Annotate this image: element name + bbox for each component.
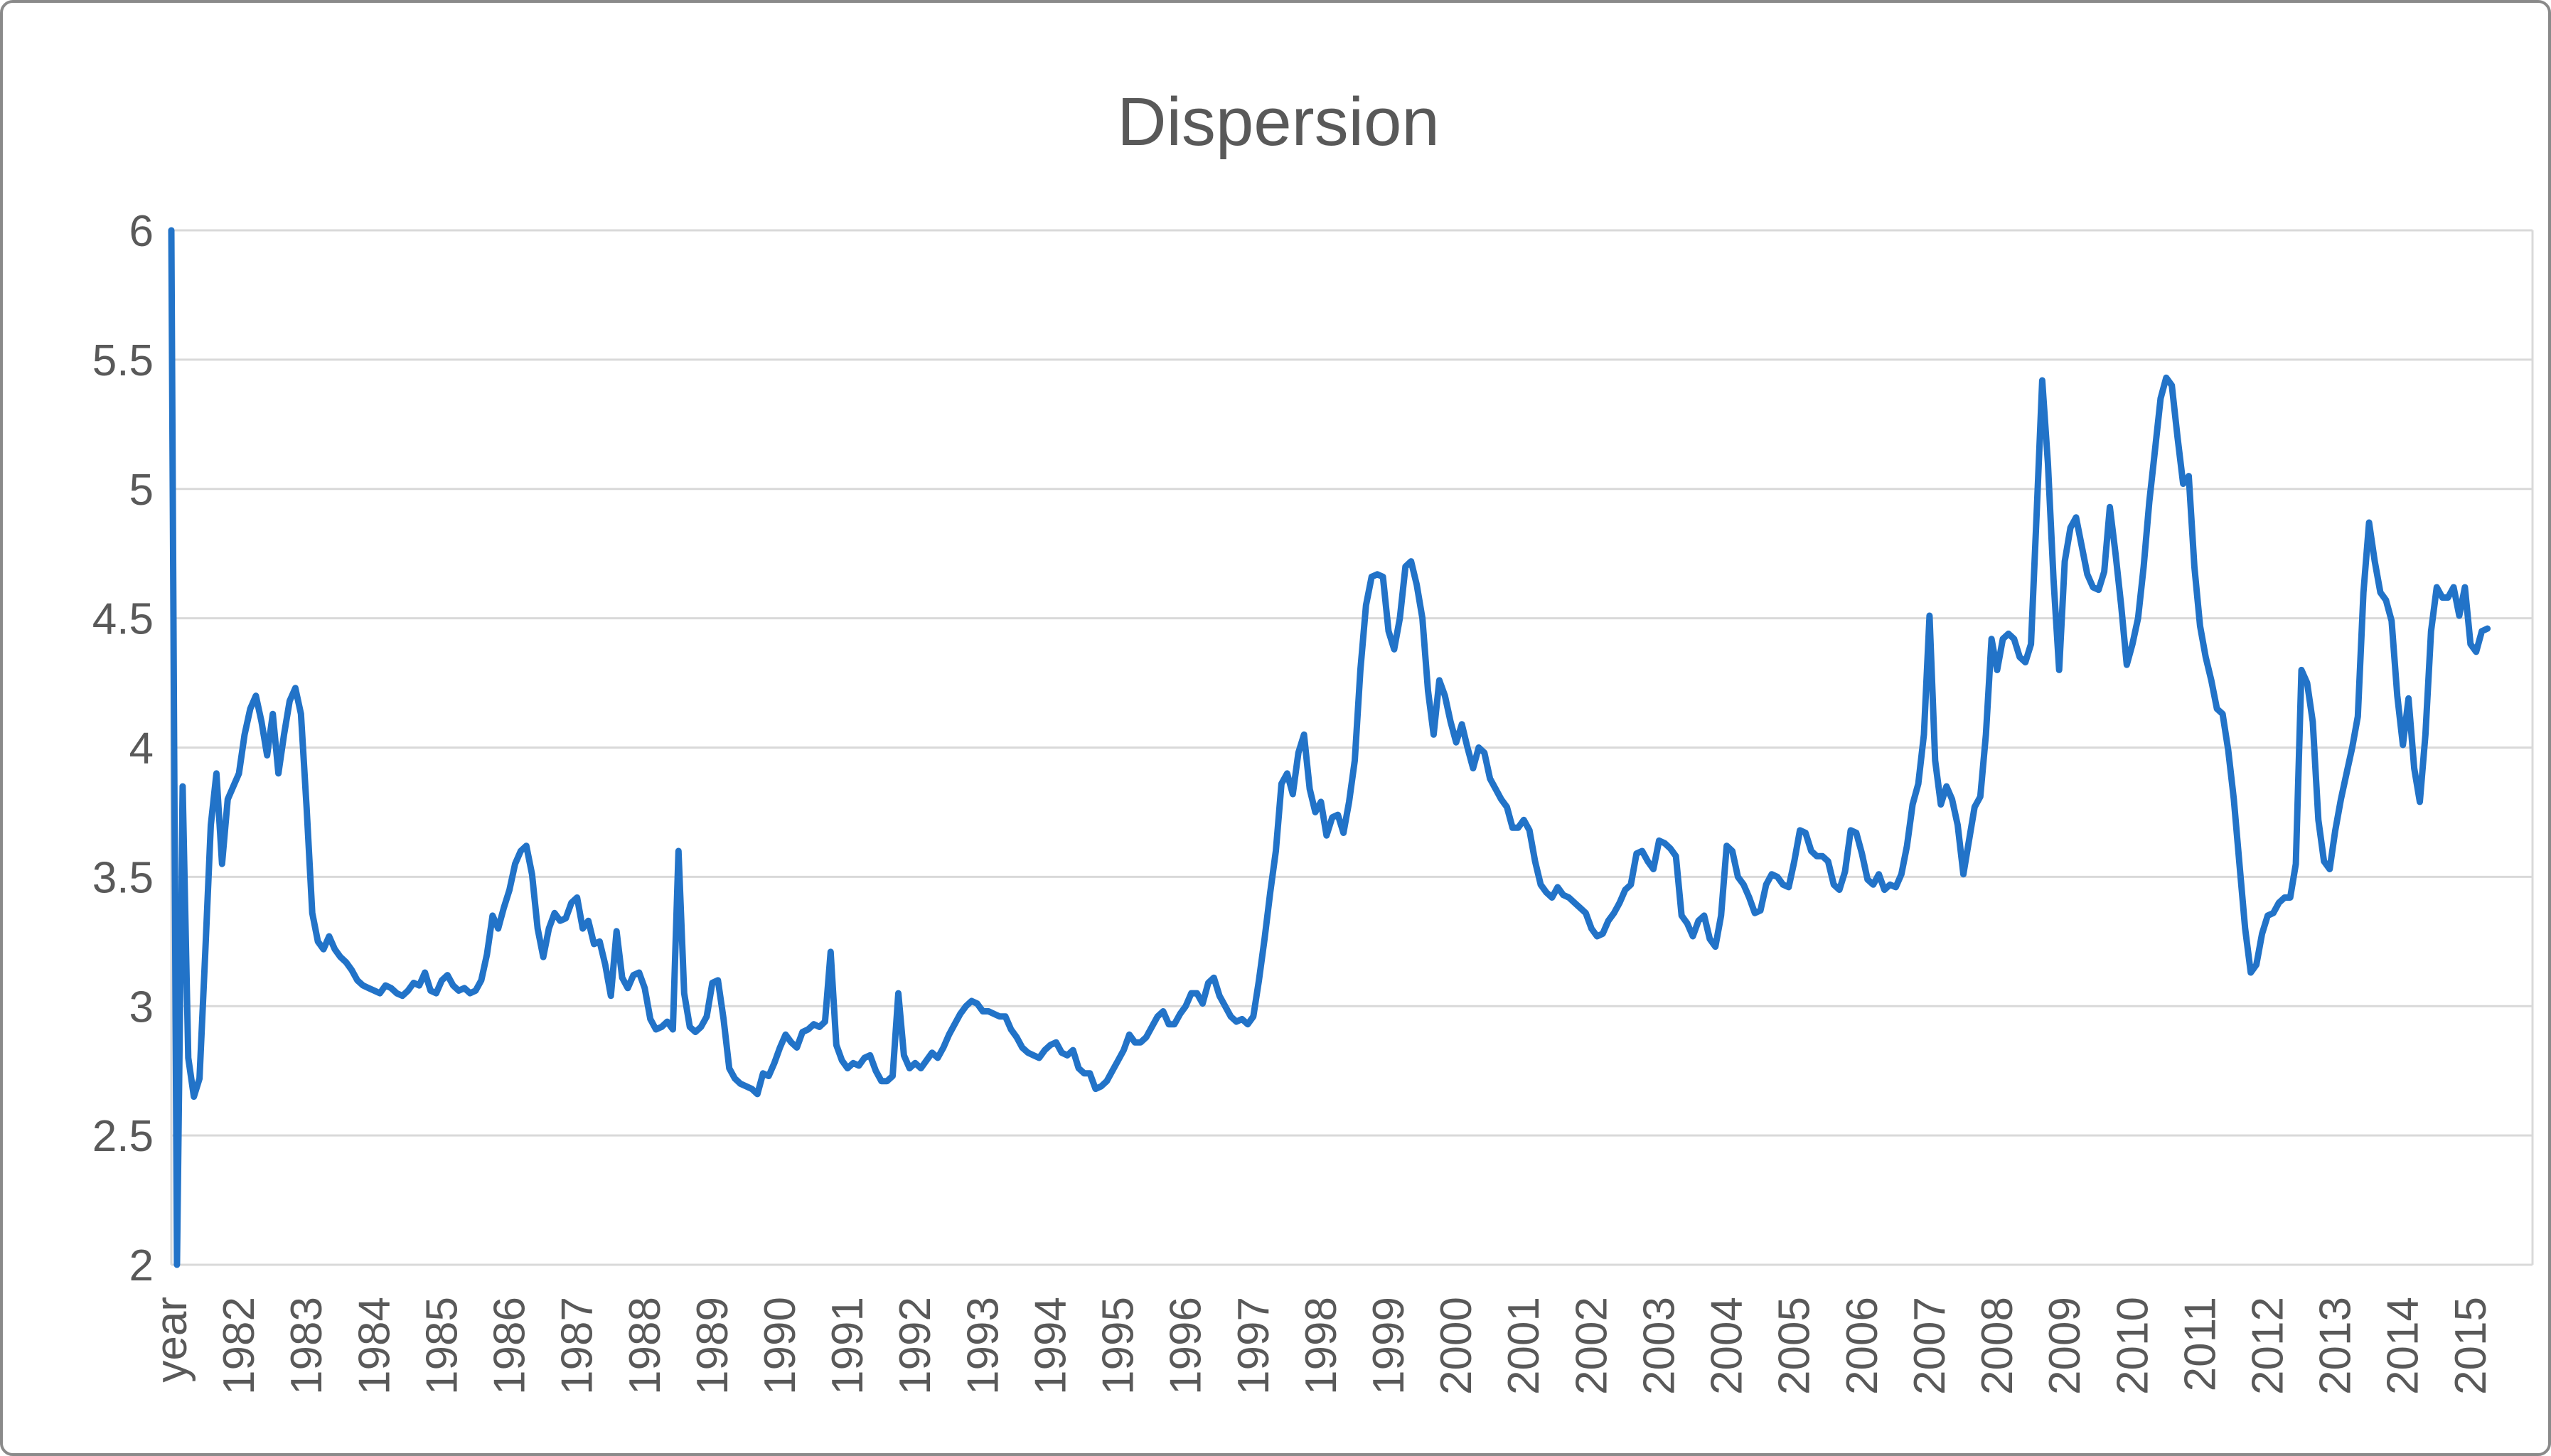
x-axis-tick-label: 2009 (2041, 1297, 2090, 1395)
x-axis-tick-label: 2003 (1635, 1297, 1684, 1395)
x-axis-tick-label: 2001 (1499, 1297, 1549, 1395)
chart-title: Dispersion (1117, 84, 1440, 160)
y-axis-tick-label: 3.5 (92, 853, 154, 902)
x-axis-tick-label: 2008 (1973, 1297, 2022, 1395)
x-axis-tick-label: 2011 (2176, 1297, 2225, 1391)
dispersion-series-path (168, 227, 2491, 1268)
y-axis-tick-label: 5 (129, 466, 154, 515)
x-axis-tick-label: 2005 (1770, 1297, 1819, 1395)
dispersion-chart: 6 5.5 5 4.5 4 3.5 3 2.5 2 year 1982 1983 1984 1985 19… (92, 84, 2534, 1395)
gridlines (171, 229, 2533, 1266)
x-axis-tick-label: 2015 (2446, 1297, 2496, 1395)
x-axis-tick-label: 1985 (417, 1297, 466, 1395)
y-axis-tick-label: 4 (129, 724, 154, 774)
x-axis-tick-label: 2006 (1838, 1297, 1887, 1395)
x-axis-tick-label: 1999 (1364, 1297, 1413, 1395)
y-axis-tick-label: 4.5 (92, 595, 154, 644)
dispersion-line (168, 227, 2491, 1268)
x-axis-tick-label: 1995 (1094, 1297, 1143, 1395)
x-axis-tick-label: 1990 (756, 1297, 805, 1395)
x-axis-tick-label: 2010 (2108, 1297, 2157, 1395)
x-axis-tick-label: 2012 (2243, 1297, 2292, 1395)
x-axis-tick-label: 1994 (1026, 1297, 1075, 1395)
x-axis-tick-label: 2000 (1432, 1297, 1481, 1395)
y-axis-tick-label: 2.5 (92, 1112, 154, 1161)
x-axis-tick-label: 2007 (1905, 1297, 1954, 1395)
x-axis-tick-label: 2014 (2379, 1297, 2428, 1395)
y-axis-tick-label: 6 (129, 207, 154, 256)
x-axis-tick-label: year (147, 1297, 196, 1383)
y-axis-tick-label: 2 (129, 1241, 154, 1290)
x-axis-tick-label: 1982 (215, 1297, 264, 1395)
y-axis-tick-labels: 6 5.5 5 4.5 4 3.5 3 2.5 2 (92, 207, 154, 1290)
x-axis-tick-label: 1983 (282, 1297, 331, 1395)
x-axis-tick-label: 1996 (1162, 1297, 1211, 1395)
x-axis-tick-label: 1986 (486, 1297, 535, 1395)
x-axis-tick-label: 1992 (891, 1297, 940, 1395)
x-axis-tick-label: 2004 (1703, 1297, 1752, 1395)
x-axis-tick-label: 2002 (1567, 1297, 1616, 1395)
x-axis-tick-label: 1997 (1229, 1297, 1278, 1395)
y-axis-tick-label: 5.5 (92, 336, 154, 385)
y-axis-tick-label: 3 (129, 983, 154, 1032)
x-axis-tick-label: 1984 (350, 1297, 399, 1395)
x-axis-tick-labels: year 1982 1983 1984 1985 1986 1987 1988 1989 1990… (147, 1297, 2496, 1395)
x-axis-tick-label: 2013 (2311, 1297, 2360, 1395)
x-axis-tick-label: 1988 (621, 1297, 670, 1395)
x-axis-tick-label: 1989 (688, 1297, 737, 1395)
x-axis-tick-label: 1998 (1297, 1297, 1346, 1395)
x-axis-tick-label: 1991 (823, 1297, 872, 1395)
x-axis-tick-label: 1993 (958, 1297, 1007, 1395)
x-axis-tick-label: 1987 (553, 1297, 602, 1395)
